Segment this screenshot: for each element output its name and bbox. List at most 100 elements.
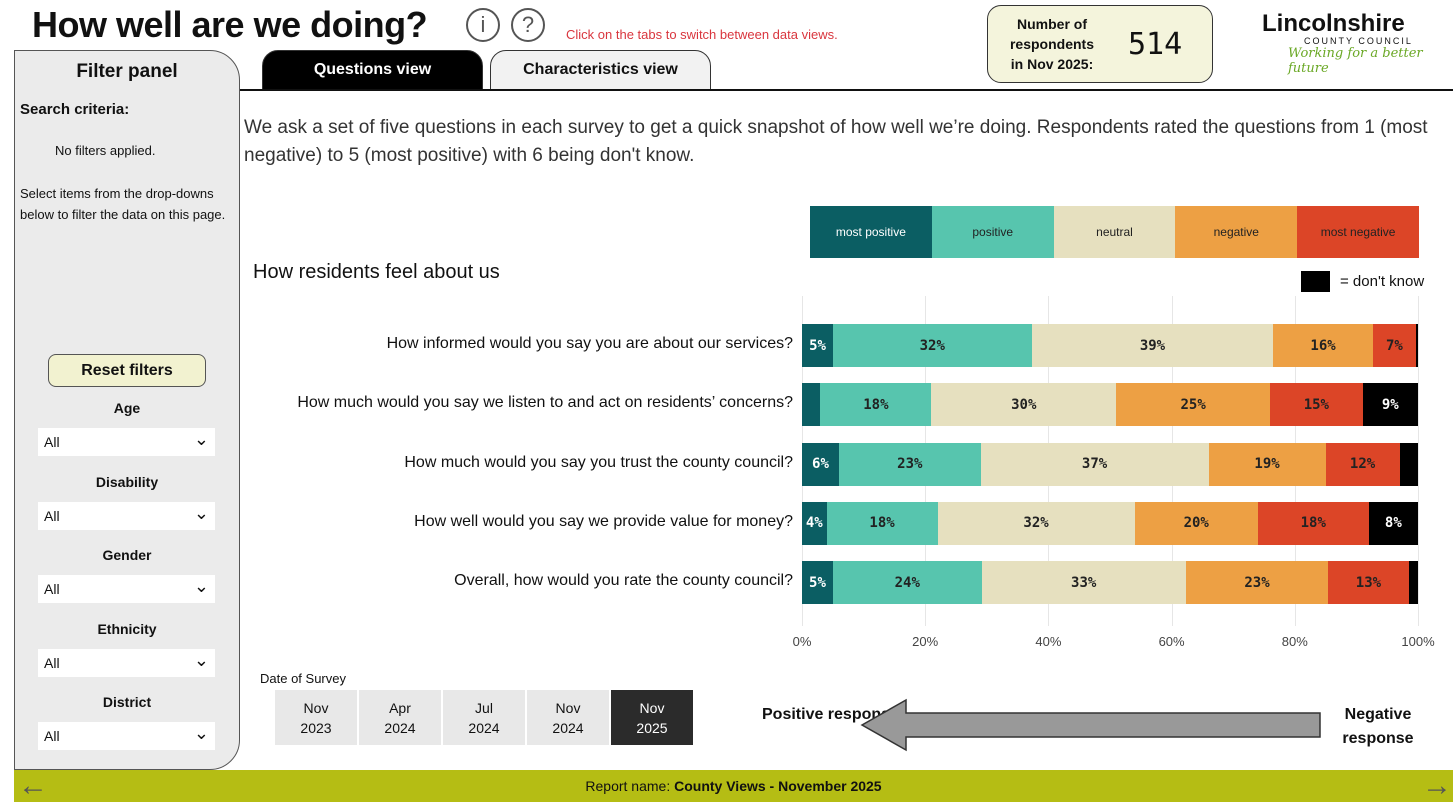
bar-segment-don-t-know[interactable]: 8% [1368,501,1418,545]
gridline [1418,296,1419,626]
filter-dropdown-district[interactable]: All ⌄ [38,722,215,750]
filter-instructions: Select items from the drop-downs below t… [20,186,226,222]
bar-segment-neutral[interactable]: 39% [1031,324,1274,367]
council-logo: Lincolnshire COUNTY COUNCIL Working for … [1262,10,1452,76]
reset-filters-button[interactable]: Reset filters [48,354,206,387]
bar-segment-most-positive[interactable]: 4% [802,501,827,545]
bar-segment-negative[interactable]: 16% [1273,324,1373,367]
question-label: How much would you say you trust the cou… [404,453,793,471]
bar-segment-negative[interactable]: 19% [1208,442,1326,486]
filter-dropdown-gender[interactable]: All ⌄ [38,575,215,603]
filter-dropdown-age[interactable]: All ⌄ [38,428,215,456]
filter-label-ethnicity: Ethnicity [97,620,157,637]
filter-label-disability: Disability [95,473,159,490]
stacked-bar-chart: 0% 20% 40% 60% 80% 100% 5% 32% 39% 16% 7% 18% 30% 25%… [793,296,1435,649]
legend-item-most-positive: most positive [810,206,932,258]
question-label: How well would you say we provide value … [414,512,793,530]
bar-segment-most-negative[interactable]: 13% [1328,561,1409,605]
filter-label-age: Age [113,400,141,416]
tab-divider [240,89,1453,91]
tab-questions-view[interactable]: Questions view [262,50,483,90]
bar-segment-neutral[interactable]: 30% [931,383,1117,427]
dropdown-value: All [44,654,60,671]
bar-segment-negative[interactable]: 25% [1116,383,1271,427]
bar-segment-don-t-know[interactable] [1416,324,1418,367]
filter-label-gender: Gender [102,547,152,563]
bar-segment-most-positive[interactable]: 5% [802,324,834,367]
respondents-card: Number of respondents in Nov 2025: 514 [987,5,1213,83]
info-icon[interactable]: i [466,8,500,42]
x-tick-label: 20% [912,634,939,649]
question-label: How informed would you say you are about… [386,335,793,352]
bar-segment-most-positive[interactable] [802,383,821,427]
chart-title: How residents feel about us [253,261,500,283]
question-label: Overall, how would you rate the county c… [454,572,793,590]
date-of-survey-label: Date of Survey [260,671,346,686]
back-arrow-icon[interactable]: ← [18,769,48,802]
bar-segment-negative[interactable]: 20% [1134,501,1258,545]
date-option-nov-2023[interactable]: Nov 2023 [275,690,357,745]
dont-know-legend: = don't know [1301,271,1424,292]
filter-dropdown-disability[interactable]: All ⌄ [38,501,215,530]
bar-segment-don-t-know[interactable] [1408,561,1418,605]
chevron-down-icon: ⌄ [193,429,209,449]
page-title: How well are we doing? [32,4,428,45]
chevron-down-icon: ⌄ [193,502,209,523]
footer-bar: Report name: County Views - November 202… [14,770,1453,802]
x-tick-label: 40% [1035,634,1062,649]
logo-name: Lincolnshire [1262,10,1405,37]
date-option-nov-2025[interactable]: Nov 2025 [611,690,693,745]
report-name: County Views - November 2025 [674,778,882,794]
x-tick-label: 80% [1281,634,1308,649]
report-name-prefix: Report name: [585,778,675,794]
x-tick-label: 0% [792,634,812,649]
bar-segment-most-positive[interactable]: 5% [802,561,833,605]
no-filters-text: No filters applied. [55,143,156,158]
legend-item-negative: negative [1175,206,1298,258]
positive-response-label: Positive response [762,706,899,723]
help-icon[interactable]: ? [511,8,545,42]
bar-segment-negative[interactable]: 23% [1185,561,1329,605]
bar-segment-don-t-know[interactable] [1399,442,1418,486]
filter-panel-title: Filter panel [76,61,178,82]
dropdown-value: All [44,581,60,597]
bar-segment-most-negative[interactable]: 7% [1372,324,1417,367]
chevron-down-icon: ⌄ [193,649,209,670]
bar-segment-positive[interactable]: 18% [820,383,932,427]
bar-segment-positive[interactable]: 18% [826,501,938,545]
dont-know-swatch [1301,271,1330,292]
bar-segment-positive[interactable]: 23% [838,442,981,486]
legend-item-most-negative: most negative [1297,206,1419,258]
chevron-down-icon: ⌄ [193,723,209,743]
bar-segment-don-t-know[interactable]: 9% [1362,383,1418,427]
bar-segment-most-positive[interactable]: 6% [802,442,839,486]
dropdown-value: All [44,434,60,450]
respondents-label: Number of respondents in Nov 2025: [1009,16,1094,72]
bar-segment-positive[interactable]: 32% [833,324,1032,367]
search-criteria-label: Search criteria: [20,101,130,118]
x-tick-label: 100% [1401,634,1435,649]
tab-hint: Click on the tabs to switch between data… [566,27,838,42]
date-option-jul-2024[interactable]: Jul 2024 [443,690,525,745]
bar-segment-positive[interactable]: 24% [832,561,982,605]
tab-characteristics-view[interactable]: Characteristics view [490,50,711,90]
bar-segment-neutral[interactable]: 33% [981,561,1186,605]
chevron-down-icon: ⌄ [193,576,209,596]
bar-segment-most-negative[interactable]: 18% [1257,501,1369,545]
filter-dropdown-ethnicity[interactable]: All ⌄ [38,648,215,677]
question-label: How much would you say we listen to and … [297,394,793,412]
legend-item-positive: positive [931,206,1054,258]
forward-arrow-icon[interactable]: → [1422,769,1452,802]
date-option-nov-2024[interactable]: Nov 2024 [527,690,609,745]
x-tick-label: 60% [1158,634,1185,649]
date-option-apr-2024[interactable]: Apr 2024 [359,690,441,745]
bar-segment-neutral[interactable]: 32% [937,501,1135,545]
chart-legend: most positive positive neutral negative most… [810,206,1419,258]
bar-segment-most-negative[interactable]: 15% [1270,383,1363,427]
dont-know-label: = don't know [1340,273,1425,290]
logo-sub: COUNTY COUNCIL [1304,36,1413,46]
bar-segment-neutral[interactable]: 37% [980,442,1209,486]
bar-segment-most-negative[interactable]: 12% [1325,442,1400,486]
legend-item-neutral: neutral [1053,206,1176,258]
negative-response-label: Negative response [1342,706,1414,747]
